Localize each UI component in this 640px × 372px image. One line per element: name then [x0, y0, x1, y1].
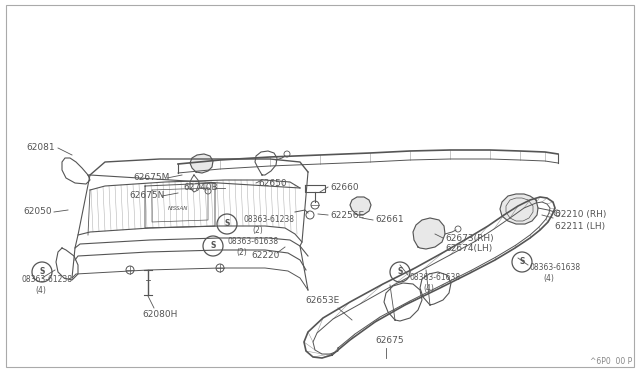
Text: 62673(RH): 62673(RH) [445, 234, 493, 243]
Polygon shape [413, 218, 445, 249]
Text: (4): (4) [423, 285, 434, 294]
Text: (4): (4) [543, 275, 554, 283]
Text: 62650: 62650 [258, 179, 287, 187]
Text: S: S [39, 267, 45, 276]
Text: NISSAN: NISSAN [168, 205, 188, 211]
Text: 62080H: 62080H [142, 310, 178, 319]
Text: S: S [519, 257, 525, 266]
Text: S: S [211, 241, 216, 250]
Text: 62081: 62081 [26, 144, 55, 153]
Text: 62661: 62661 [375, 215, 404, 224]
Text: ^6P0  00 P: ^6P0 00 P [589, 357, 632, 366]
Text: 62675N: 62675N [130, 192, 165, 201]
Polygon shape [500, 194, 538, 224]
Text: 08363-61238: 08363-61238 [22, 276, 73, 285]
Text: (2): (2) [236, 248, 247, 257]
Text: (4): (4) [35, 286, 46, 295]
Text: 62675M: 62675M [134, 173, 170, 183]
Text: 62210 (RH): 62210 (RH) [555, 211, 606, 219]
Text: 62653E: 62653E [306, 296, 340, 305]
Text: 62220: 62220 [252, 250, 280, 260]
Text: 62211 (LH): 62211 (LH) [555, 221, 605, 231]
Text: S: S [397, 267, 403, 276]
Text: (2): (2) [252, 227, 263, 235]
Text: 62050: 62050 [24, 208, 52, 217]
Text: 08363-61638: 08363-61638 [228, 237, 279, 247]
Text: 08363-61638: 08363-61638 [410, 273, 461, 282]
Polygon shape [190, 154, 213, 173]
Text: 62675: 62675 [376, 336, 404, 345]
Text: 62740B: 62740B [184, 183, 218, 192]
Text: S: S [224, 219, 230, 228]
Text: 62674(LH): 62674(LH) [445, 244, 492, 253]
Polygon shape [350, 197, 371, 215]
Text: 62660: 62660 [330, 183, 358, 192]
Text: 08363-61238: 08363-61238 [244, 215, 295, 224]
Text: 62256E: 62256E [330, 211, 364, 219]
Text: 08363-61638: 08363-61638 [530, 263, 581, 273]
